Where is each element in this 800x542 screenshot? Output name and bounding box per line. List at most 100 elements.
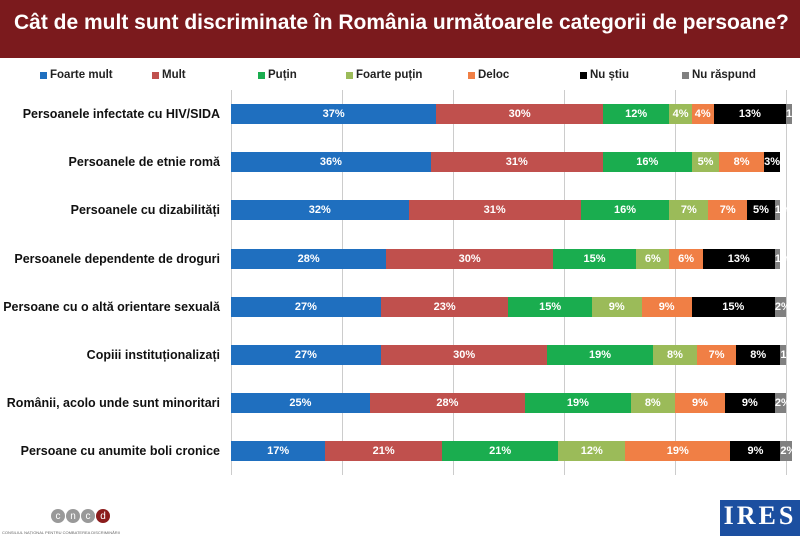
plot-area: Persoanele infectate cu HIV/SIDA 37% 30% 12… xyxy=(0,90,800,475)
svg-text:c: c xyxy=(86,511,91,522)
legend-item: Deloc xyxy=(468,69,509,81)
legend-swatch xyxy=(258,71,265,79)
legend-label: Deloc xyxy=(478,69,510,81)
bar-segment: 5% xyxy=(691,152,720,173)
category-label: Persoane cu o altă orientare sexuală xyxy=(3,299,220,314)
bar-row: 32% 31% 16% 7% 7% 5% 1% xyxy=(231,200,791,221)
bar-segment: 8% xyxy=(652,345,698,365)
bar-segment: 16% xyxy=(580,200,670,221)
legend-label: Mult xyxy=(162,69,186,81)
bar-row: 28% 30% 15% 6% 6% 13% 1% xyxy=(231,248,791,269)
legend-label: Nu răspund xyxy=(692,69,756,81)
bar-segment: 9% xyxy=(641,296,692,317)
bar-segment: 2% xyxy=(780,441,796,462)
bar-segment: 27% xyxy=(231,345,381,365)
bar-segment: 8% xyxy=(736,345,781,365)
bar-segment: 37% xyxy=(231,104,437,124)
bar-segment: 1% xyxy=(774,248,791,269)
bar-segment: 9% xyxy=(724,393,775,414)
bar-segment: 30% xyxy=(380,345,548,365)
bar-segment: 31% xyxy=(430,152,603,173)
bar-row: 27% 23% 15% 9% 9% 15% 2% xyxy=(231,296,791,317)
bar-segment: 31% xyxy=(408,200,581,221)
legend-label: Nu știu xyxy=(590,69,629,81)
bar-segment: 36% xyxy=(231,152,431,173)
bar-segment: 9% xyxy=(674,393,725,414)
legend-label: Puțin xyxy=(268,69,297,81)
gridline xyxy=(453,90,454,475)
bar-segment: 7% xyxy=(697,345,737,365)
category-label: Persoane cu anumite boli cronice xyxy=(20,444,220,459)
legend-item: Foarte puțin xyxy=(346,69,422,81)
legend-swatch xyxy=(468,71,475,79)
ires-logo: IRES xyxy=(720,500,800,536)
bar-segment: 28% xyxy=(369,393,526,414)
legend-swatch xyxy=(40,71,47,79)
bar-segment: 3% xyxy=(763,152,781,173)
bar-segment: 17% xyxy=(231,441,326,462)
svg-text:c: c xyxy=(56,511,61,522)
legend-item: Mult xyxy=(152,69,186,81)
bar-segment: 16% xyxy=(602,152,692,173)
bar-segment: 8% xyxy=(630,393,675,414)
legend-swatch xyxy=(580,71,587,79)
bar-row: 37%30%12%4%4%13%1% xyxy=(231,104,800,124)
svg-text:n: n xyxy=(70,511,76,522)
legend-item: Foarte mult xyxy=(40,69,113,81)
bar-segment: 7% xyxy=(708,200,748,221)
bar-segment: 6% xyxy=(636,248,670,269)
legend-swatch xyxy=(346,71,353,79)
legend-label: Foarte mult xyxy=(50,69,113,81)
bar-segment: 6% xyxy=(669,248,703,269)
svg-text:CONSILIUL NAȚIONAL PENTRU COMB: CONSILIUL NAȚIONAL PENTRU COMBATEREA DIS… xyxy=(2,530,120,535)
bar-segment: 13% xyxy=(713,104,786,124)
bar-segment: 1% xyxy=(785,104,800,124)
bar-segment: 2% xyxy=(774,296,791,317)
legend-item: Nu răspund xyxy=(682,69,756,81)
legend-label: Foarte puțin xyxy=(356,69,423,81)
category-label: Persoanele infectate cu HIV/SIDA xyxy=(22,107,220,121)
bar-segment: 15% xyxy=(552,248,637,269)
category-label: Persoanele cu dizabilități xyxy=(70,203,220,218)
legend: Foarte mult Mult Puțin Foarte puțin Deloc Nu … xyxy=(0,69,800,85)
bar-segment: 12% xyxy=(602,104,670,124)
bar-segment: 4% xyxy=(691,104,714,124)
gridline xyxy=(342,90,343,475)
gridline xyxy=(786,90,787,475)
bar-segment: 9% xyxy=(730,441,781,462)
bar-segment: 30% xyxy=(436,104,603,124)
bar-segment: 25% xyxy=(231,393,370,414)
bar-row: 17% 21% 21% 12% 19% 9% 2% xyxy=(231,441,796,462)
bar-segment: 1% xyxy=(780,345,796,365)
gridline xyxy=(564,90,565,475)
gridline xyxy=(675,90,676,475)
bar-segment: 9% xyxy=(591,296,642,317)
legend-item: Puțin xyxy=(258,69,297,81)
bar-segment: 19% xyxy=(625,441,731,462)
chart-title: Cât de mult sunt discriminate în România… xyxy=(0,0,800,80)
bar-segment: 23% xyxy=(380,296,509,317)
legend-swatch xyxy=(682,71,689,79)
legend-swatch xyxy=(152,71,159,79)
bar-segment: 15% xyxy=(508,296,592,317)
bar-segment: 7% xyxy=(669,200,709,221)
bar-segment: 8% xyxy=(719,152,764,173)
category-label: Copiii instituționalizați xyxy=(86,348,220,362)
bar-row: 25% 28% 19% 8% 9% 9% 2% xyxy=(231,393,791,414)
bar-segment: 27% xyxy=(231,296,381,317)
bar-segment: 2% xyxy=(774,393,791,414)
bar-segment: 12% xyxy=(558,441,626,462)
bar-segment: 1% xyxy=(774,200,791,221)
category-label: Persoanele de etnie romă xyxy=(68,155,220,170)
bar-segment: 30% xyxy=(386,248,553,269)
bar-segment: 19% xyxy=(525,393,631,414)
bar-row: 27% 30% 19% 8% 7% 8% 1% xyxy=(231,345,796,365)
bar-row: 36% 31% 16% 5% 8% 3% xyxy=(231,152,781,173)
bar-segment: 19% xyxy=(547,345,653,365)
category-label: Românii, acolo unde sunt minoritari xyxy=(6,396,220,411)
bar-segment: 4% xyxy=(669,104,692,124)
category-label: Persoanele dependente de droguri xyxy=(14,251,220,266)
bar-segment: 13% xyxy=(702,248,775,269)
bar-segment: 28% xyxy=(231,248,387,269)
